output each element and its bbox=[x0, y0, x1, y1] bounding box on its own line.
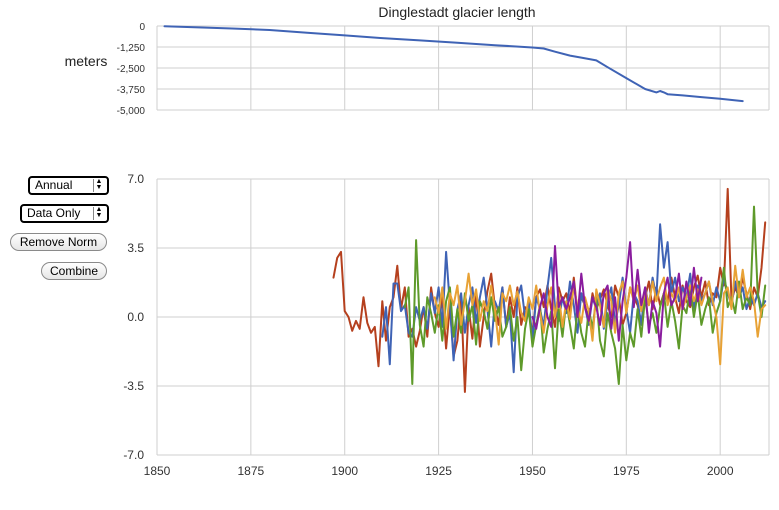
bottom-ytick-label: -7.0 bbox=[123, 448, 144, 462]
top-ytick-label: -2,500 bbox=[117, 64, 146, 75]
bottom-xtick-label: 1900 bbox=[331, 464, 358, 478]
remove-norm-button[interactable]: Remove Norm bbox=[10, 233, 107, 251]
period-select[interactable]: Annual ▲ ▼ bbox=[28, 176, 109, 195]
bottom-ytick-label: 7.0 bbox=[127, 172, 144, 186]
bottom-chart-xticks: 1850 1875 1900 1925 1950 1975 2000 bbox=[144, 464, 734, 478]
select-arrows-icon: ▲ ▼ bbox=[93, 178, 104, 192]
mode-select-value: Data Only bbox=[27, 206, 81, 220]
bottom-xtick-label: 2000 bbox=[707, 464, 734, 478]
period-select-value: Annual bbox=[35, 178, 73, 192]
top-chart-yticks: 0 -1,250 -2,500 -3,750 -5,000 bbox=[117, 22, 146, 117]
bottom-series-line-3 bbox=[403, 205, 767, 385]
bottom-xtick-label: 1925 bbox=[425, 464, 452, 478]
top-ytick-label: 0 bbox=[139, 22, 145, 33]
mode-select[interactable]: Data Only ▲ ▼ bbox=[20, 204, 109, 223]
top-ytick-label: -5,000 bbox=[117, 106, 146, 117]
bottom-series-line-5 bbox=[531, 241, 703, 348]
combine-button[interactable]: Combine bbox=[41, 262, 107, 280]
bottom-chart-yticks: 7.0 3.5 0.0 -3.5 -7.0 bbox=[123, 172, 144, 462]
bottom-xtick-label: 1950 bbox=[519, 464, 546, 478]
top-chart-series bbox=[163, 25, 744, 103]
bottom-chart-series bbox=[332, 187, 767, 393]
top-chart-ylabel: meters bbox=[65, 53, 108, 69]
bottom-ytick-label: 3.5 bbox=[127, 241, 144, 255]
bottom-xtick-label: 1875 bbox=[238, 464, 265, 478]
select-arrows-icon: ▲ ▼ bbox=[93, 206, 104, 220]
top-ytick-label: -3,750 bbox=[117, 85, 146, 96]
top-chart-grid bbox=[156, 25, 770, 111]
bottom-xtick-label: 1975 bbox=[613, 464, 640, 478]
top-series-line-1 bbox=[163, 25, 744, 103]
bottom-xtick-label: 1850 bbox=[144, 464, 171, 478]
bottom-ytick-label: -3.5 bbox=[123, 379, 144, 393]
top-ytick-label: -1,250 bbox=[117, 43, 146, 54]
bottom-series-line-4 bbox=[433, 264, 767, 366]
bottom-ytick-label: 0.0 bbox=[127, 310, 144, 324]
top-chart-title: Dinglestadt glacier length bbox=[378, 4, 535, 20]
